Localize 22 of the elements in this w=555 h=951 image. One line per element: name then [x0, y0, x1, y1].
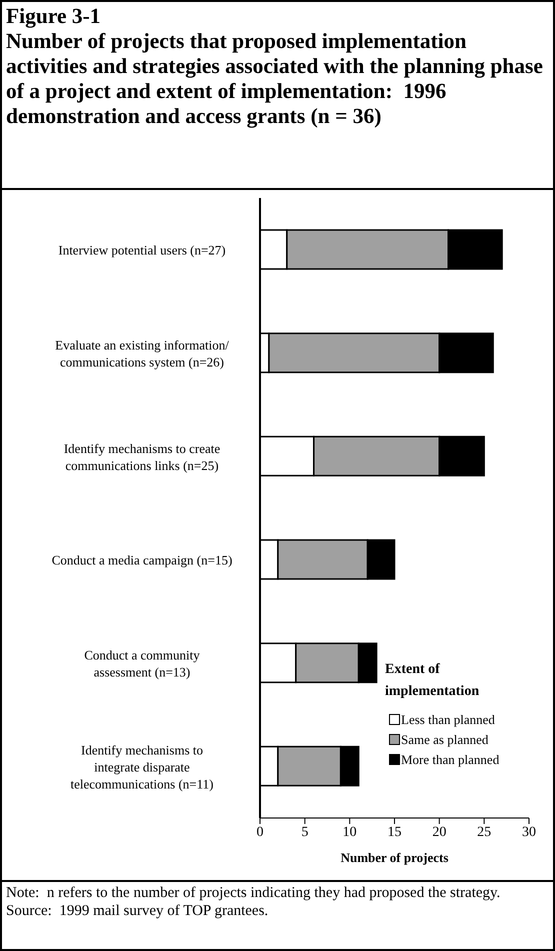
y-tick-label: Identify mechanisms to create communications links (n=25)	[64, 440, 220, 472]
chart-subtitle: Number of projects that proposed implementation activities and strategies associated with the planning phase of a project and extent of implementation: 1996 demonstration and access grants (n = 36)	[6, 29, 544, 129]
text: Note: n refers to the number of projects indicating they had proposed the strategy.	[6, 884, 502, 902]
x-tick-label: 0	[256, 824, 264, 840]
x-tick-label: 25	[477, 824, 492, 840]
x-tick-label: 30	[522, 824, 536, 840]
x-axis-title: Number of projects	[340, 850, 448, 865]
y-tick-label: Conduct a community assessment (n=13)	[84, 647, 200, 679]
y-tick-label: Identify mechanisms to integrate disparate telecommunications (n=11)	[70, 742, 214, 791]
source-note: Source: 1999 mail survey of TOP grantees.	[6, 902, 270, 920]
legend-title: Extent of implementation	[385, 661, 480, 701]
y-tick-label: Evaluate an existing information/ communications system (n=26)	[55, 337, 230, 369]
x-tick-label: 10	[342, 824, 357, 840]
text: Figure 3-1	[6, 4, 102, 29]
legend-label: Less than planned	[401, 710, 495, 728]
legend-label: More than planned	[401, 750, 500, 768]
x-tick-label: 5	[301, 824, 308, 840]
y-tick-label: Interview potential users (n=27)	[58, 242, 226, 258]
x-tick-label: 15	[388, 824, 402, 840]
legend-label: Same as planned	[401, 730, 488, 748]
x-tick-label: 20	[432, 824, 446, 840]
y-tick-label: Conduct a media campaign (n=15)	[52, 552, 232, 568]
